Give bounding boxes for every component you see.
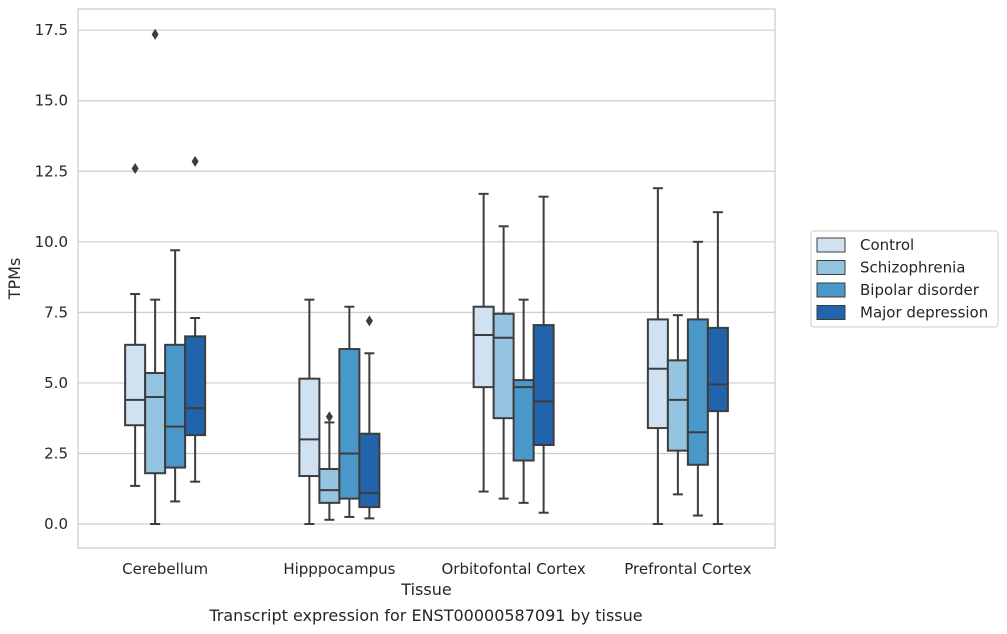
x-tick-label: Orbitofontal Cortex (442, 560, 586, 578)
legend-swatch (816, 282, 846, 298)
box-iqr (492, 312, 515, 420)
outlier-point (131, 162, 139, 174)
y-tick-label: 7.5 (44, 303, 68, 321)
box-iqr (472, 305, 495, 389)
legend-box (810, 230, 999, 328)
legend-entry-label: Bipolar disorder (860, 281, 980, 299)
box-control (472, 192, 495, 493)
box-control (124, 162, 147, 487)
y-tick-label: 0.0 (44, 515, 68, 533)
outlier-point (325, 411, 333, 423)
legend-swatch (816, 305, 846, 320)
y-axis-label: TPMs (5, 258, 24, 301)
y-tick-label: 15.0 (35, 92, 68, 110)
outlier-point (151, 28, 159, 40)
box-control (646, 187, 669, 526)
box-bipolar-disorder (512, 298, 535, 504)
box-schizophrenia (666, 314, 689, 496)
x-tick-labels: Cerebellum Hipppocampus Orbitofontal Corte… (122, 560, 751, 578)
x-tick-label: Cerebellum (122, 560, 208, 578)
box-control (298, 298, 321, 526)
box-iqr (298, 377, 321, 478)
box-major-depression (358, 315, 381, 520)
box-iqr (338, 348, 361, 500)
y-tick-label: 5.0 (44, 374, 68, 392)
box-bipolar-disorder (338, 305, 361, 518)
outlier-point (191, 155, 199, 167)
box-iqr (512, 379, 535, 462)
box-major-depression (532, 195, 555, 514)
legend-swatch (816, 237, 846, 253)
legend-entry-label: Control (860, 236, 914, 254)
box-bipolar-disorder (164, 249, 187, 503)
box-iqr (532, 324, 555, 446)
y-tick-label: 12.5 (35, 162, 68, 180)
box-iqr (184, 335, 207, 437)
y-tick-label: 17.5 (35, 21, 68, 39)
legend-entry-label: Schizophrenia (860, 259, 965, 277)
x-tick-label: Prefrontal Cortex (624, 560, 751, 578)
outlier-point (365, 315, 373, 327)
box-iqr (124, 343, 147, 427)
box-major-depression (706, 211, 729, 526)
box-iqr (666, 359, 689, 452)
box-iqr (318, 467, 341, 504)
legend-entry-label: Major depression (860, 304, 988, 322)
y-tick-labels: 0.0 2.5 5.0 7.5 10.0 12.5 15.0 17.5 (35, 21, 68, 533)
box-iqr (646, 318, 669, 430)
box-schizophrenia (318, 411, 341, 521)
box-iqr (358, 432, 381, 509)
box-iqr (706, 326, 729, 413)
legend-swatch (816, 260, 846, 275)
x-axis-label: Tissue (400, 580, 451, 599)
box-schizophrenia (492, 225, 515, 500)
y-tick-label: 10.0 (35, 233, 68, 251)
plot-frame (77, 8, 776, 549)
box-major-depression (184, 155, 207, 483)
boxes (124, 28, 729, 526)
box-bipolar-disorder (686, 240, 709, 517)
legend: Control Schizophrenia Bipolar disorder Majo… (810, 230, 999, 328)
y-tick-label: 2.5 (44, 444, 68, 462)
box-iqr (686, 318, 709, 466)
x-tick-label: Hipppocampus (283, 560, 395, 578)
box-schizophrenia (144, 28, 167, 526)
box-iqr (164, 343, 187, 469)
box-iqr (144, 372, 167, 475)
figure-caption: Transcript expression for ENST0000058709… (209, 606, 643, 625)
